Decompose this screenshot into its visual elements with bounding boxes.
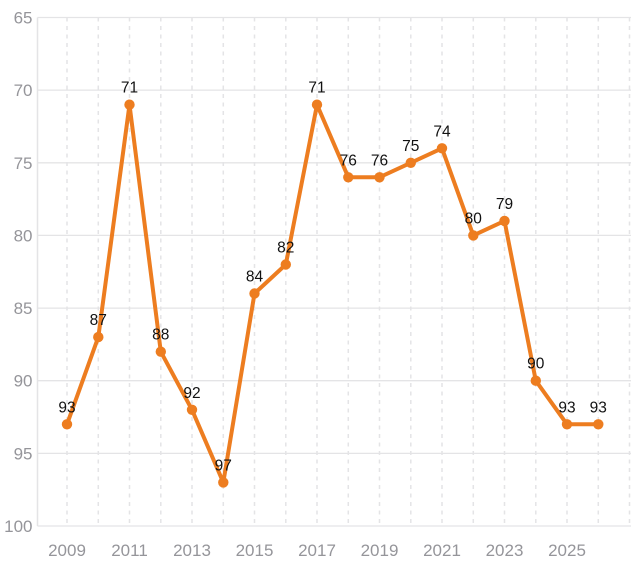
data-point [218, 477, 229, 488]
data-point-label: 88 [152, 327, 169, 344]
y-tick-label: 65 [14, 9, 33, 28]
x-tick-label: 2021 [423, 541, 461, 560]
data-point [61, 419, 73, 430]
data-point [249, 288, 260, 299]
data-point-label: 75 [402, 138, 419, 155]
data-point-label: 74 [433, 123, 451, 140]
data-point [374, 172, 385, 183]
y-tick-label: 70 [14, 81, 33, 100]
data-point [561, 419, 573, 430]
data-point [93, 331, 104, 343]
data-point-label: 71 [308, 80, 325, 97]
data-point-label: 84 [246, 269, 264, 286]
data-point-label: 76 [340, 152, 357, 169]
data-point-label: 80 [465, 210, 483, 227]
x-tick-label: 2009 [48, 541, 86, 560]
data-point [530, 375, 541, 386]
y-tick-label: 100 [4, 517, 32, 536]
x-tick-label: 2025 [548, 541, 586, 560]
x-tick-label: 2011 [111, 541, 148, 560]
data-point [124, 99, 135, 110]
data-point-label: 79 [496, 196, 513, 213]
data-point-label: 97 [215, 457, 232, 474]
data-point-label: 76 [371, 152, 388, 169]
y-tick-label: 75 [14, 154, 33, 173]
data-point [468, 230, 479, 241]
x-tick-label: 2019 [361, 541, 399, 560]
data-point-label: 93 [58, 399, 75, 416]
data-point-label: 93 [558, 399, 575, 416]
data-point [280, 259, 291, 270]
trend-line [65, 102, 601, 485]
data-point [343, 172, 354, 183]
data-point [405, 157, 416, 168]
y-tick-label: 95 [14, 444, 33, 463]
y-tick-label: 80 [14, 226, 33, 245]
data-point [186, 404, 198, 415]
x-tick-label: 2015 [236, 541, 274, 560]
data-point-label: 92 [183, 385, 200, 402]
data-point-label: 90 [527, 356, 545, 373]
data-point-label: 82 [277, 240, 294, 257]
data-point [499, 215, 510, 227]
y-tick-label: 90 [14, 372, 33, 391]
data-point-label: 71 [121, 80, 138, 97]
data-point [155, 346, 166, 357]
x-tick-label: 2017 [298, 541, 336, 560]
data-point [311, 99, 323, 110]
data-point-label: 87 [90, 312, 107, 329]
data-point-label: 93 [590, 399, 607, 416]
data-point [593, 419, 604, 430]
y-tick-label: 85 [14, 299, 33, 318]
data-point [436, 143, 448, 154]
x-tick-label: 2013 [173, 541, 211, 560]
x-tick-label: 2023 [486, 541, 524, 560]
